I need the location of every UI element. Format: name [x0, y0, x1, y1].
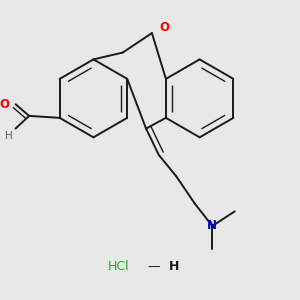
Text: H: H [5, 131, 13, 142]
Text: HCl: HCl [108, 260, 130, 273]
Text: N: N [207, 220, 217, 232]
Text: O: O [159, 21, 169, 34]
Text: H: H [169, 260, 179, 273]
Text: O: O [0, 98, 10, 111]
Text: —: — [148, 260, 160, 273]
